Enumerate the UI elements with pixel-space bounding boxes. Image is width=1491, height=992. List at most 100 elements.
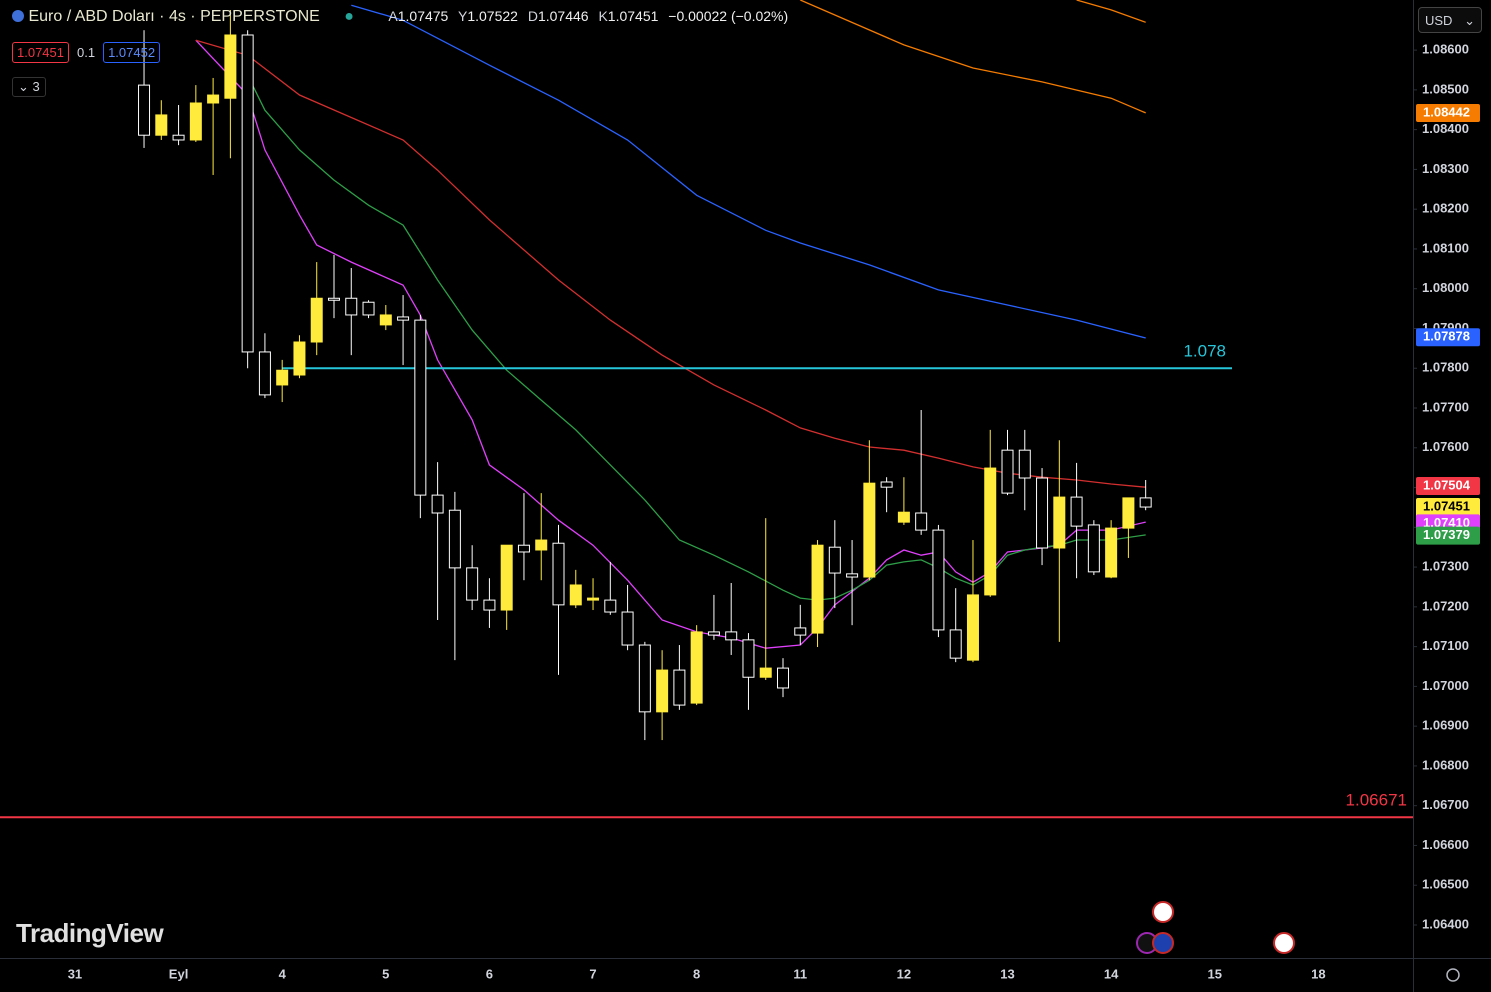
ohlc-value: 1.07446 bbox=[537, 8, 589, 24]
trade-row: 1.07451 0.1 1.07452 bbox=[12, 42, 161, 63]
ohlc-value: 1.07451 bbox=[607, 8, 659, 24]
y-tick-label: 1.06800 bbox=[1422, 757, 1469, 772]
price-tag-label: 1.07379 bbox=[1423, 527, 1470, 542]
candle-body bbox=[207, 94, 220, 104]
settings-icon[interactable] bbox=[1446, 968, 1460, 982]
event-icon[interactable] bbox=[1273, 932, 1295, 954]
candle-body bbox=[397, 316, 410, 321]
price-tag: 1.07878 bbox=[1416, 328, 1480, 347]
candle-body bbox=[1122, 497, 1135, 529]
price-tag: 1.08442 bbox=[1416, 103, 1480, 122]
x-tick-label: 31 bbox=[68, 966, 82, 981]
y-tick-label: 1.07300 bbox=[1422, 559, 1469, 574]
x-tick-label: 13 bbox=[1000, 966, 1014, 981]
event-icon[interactable] bbox=[1152, 901, 1174, 923]
y-tick-label: 1.06700 bbox=[1422, 797, 1469, 812]
candle-body bbox=[155, 114, 168, 136]
currency: USD bbox=[1425, 13, 1453, 28]
candle-body bbox=[949, 629, 962, 659]
logo: TradingView bbox=[16, 918, 164, 949]
x-tick-label: 14 bbox=[1104, 966, 1119, 981]
candle-body bbox=[224, 34, 237, 99]
ohlc-key: D bbox=[527, 8, 538, 24]
y-tick-label: 1.08200 bbox=[1422, 201, 1469, 216]
y-tick-label: 1.07800 bbox=[1422, 360, 1469, 375]
ohlc-value: 1.07522 bbox=[467, 8, 518, 24]
y-tick-label: 1.06400 bbox=[1422, 916, 1469, 931]
candle-body bbox=[984, 467, 997, 596]
candle-body bbox=[915, 512, 928, 531]
candle-body bbox=[621, 611, 634, 646]
candle-body bbox=[725, 631, 738, 641]
ohlc: A1.07475 Y1.07522 D1.07446 K1.07451 −0.0… bbox=[388, 8, 794, 24]
candle-body bbox=[1070, 496, 1083, 527]
candle-body bbox=[897, 511, 910, 523]
price-tag-label: 1.07504 bbox=[1423, 477, 1471, 492]
candle-body bbox=[483, 599, 496, 611]
candle-body bbox=[794, 627, 807, 636]
x-tick-label: 18 bbox=[1311, 966, 1325, 981]
candle-body bbox=[310, 297, 323, 343]
ma-line bbox=[351, 4, 1146, 339]
y-tick-label: 1.07200 bbox=[1422, 598, 1469, 613]
candle-body bbox=[673, 669, 686, 706]
y-tick-label: 1.06600 bbox=[1422, 837, 1469, 852]
ma-line bbox=[195, 39, 1146, 649]
status-dot: ● bbox=[344, 8, 354, 25]
ohlc-value: 1.07475 bbox=[397, 8, 449, 24]
y-tick-label: 1.07100 bbox=[1422, 638, 1469, 653]
ma-line bbox=[1076, 0, 1146, 23]
buy-button[interactable]: 1.07452 bbox=[103, 42, 161, 63]
ohlc-key: A bbox=[388, 8, 398, 24]
candle-body bbox=[276, 369, 289, 386]
plot-area bbox=[0, 0, 1413, 819]
candle-body bbox=[828, 546, 841, 574]
y-tick-label: 1.07600 bbox=[1422, 439, 1469, 454]
x-tick-label: 6 bbox=[486, 966, 493, 981]
x-tick-label: 5 bbox=[382, 966, 389, 981]
x-tick-label: 8 bbox=[693, 966, 700, 981]
spread: 0.1 bbox=[77, 45, 96, 60]
x-tick-label: 12 bbox=[897, 966, 911, 981]
candle-body bbox=[880, 481, 893, 488]
candle-body bbox=[846, 573, 859, 578]
candle-body bbox=[414, 319, 427, 496]
y-tick-label: 1.08000 bbox=[1422, 280, 1469, 295]
symbol[interactable]: Euro / ABD Doları · 4s · PEPPERSTONE bbox=[28, 8, 320, 25]
price-tag-label: 1.08442 bbox=[1423, 104, 1470, 119]
candle-body bbox=[1053, 496, 1066, 549]
price-tag-box bbox=[1416, 476, 1480, 495]
candle-body bbox=[362, 301, 375, 316]
x-tick-label: 11 bbox=[793, 966, 807, 981]
y-tick-label: 1.07700 bbox=[1422, 399, 1469, 414]
event-icons[interactable] bbox=[1136, 901, 1295, 954]
candle-body bbox=[1087, 524, 1100, 573]
x-tick-label: 15 bbox=[1208, 966, 1222, 981]
candle-body bbox=[690, 631, 703, 704]
candle-body bbox=[569, 584, 582, 606]
candle-body bbox=[1036, 477, 1049, 549]
legend-header: Euro / ABD Doları · 4s · PEPPERSTONE ● A… bbox=[12, 8, 794, 26]
ma-line bbox=[800, 0, 1146, 114]
candle-body bbox=[172, 134, 185, 141]
indicator-count: 3 bbox=[32, 79, 40, 94]
candle-body bbox=[1001, 449, 1014, 494]
price-tag: 1.07379 bbox=[1416, 526, 1480, 545]
candle-body bbox=[966, 594, 979, 661]
candle-body bbox=[759, 667, 772, 678]
change: −0.00022 (−0.02%) bbox=[668, 8, 789, 24]
candle-body bbox=[656, 669, 669, 713]
candle-body bbox=[587, 597, 600, 601]
ma-line bbox=[195, 39, 1146, 488]
sell-button[interactable]: 1.07451 bbox=[12, 42, 69, 63]
candle-body bbox=[500, 544, 513, 611]
candle-body bbox=[517, 544, 530, 553]
symbol-icon bbox=[12, 10, 24, 22]
candle-body bbox=[777, 667, 790, 689]
indicators-toggle[interactable]: ⌄ 3 bbox=[12, 77, 46, 97]
candle-body bbox=[466, 567, 479, 601]
currency-select[interactable]: USD ⌄ bbox=[1418, 7, 1482, 33]
event-icon[interactable] bbox=[1152, 932, 1174, 954]
y-tick-label: 1.06900 bbox=[1422, 718, 1469, 733]
